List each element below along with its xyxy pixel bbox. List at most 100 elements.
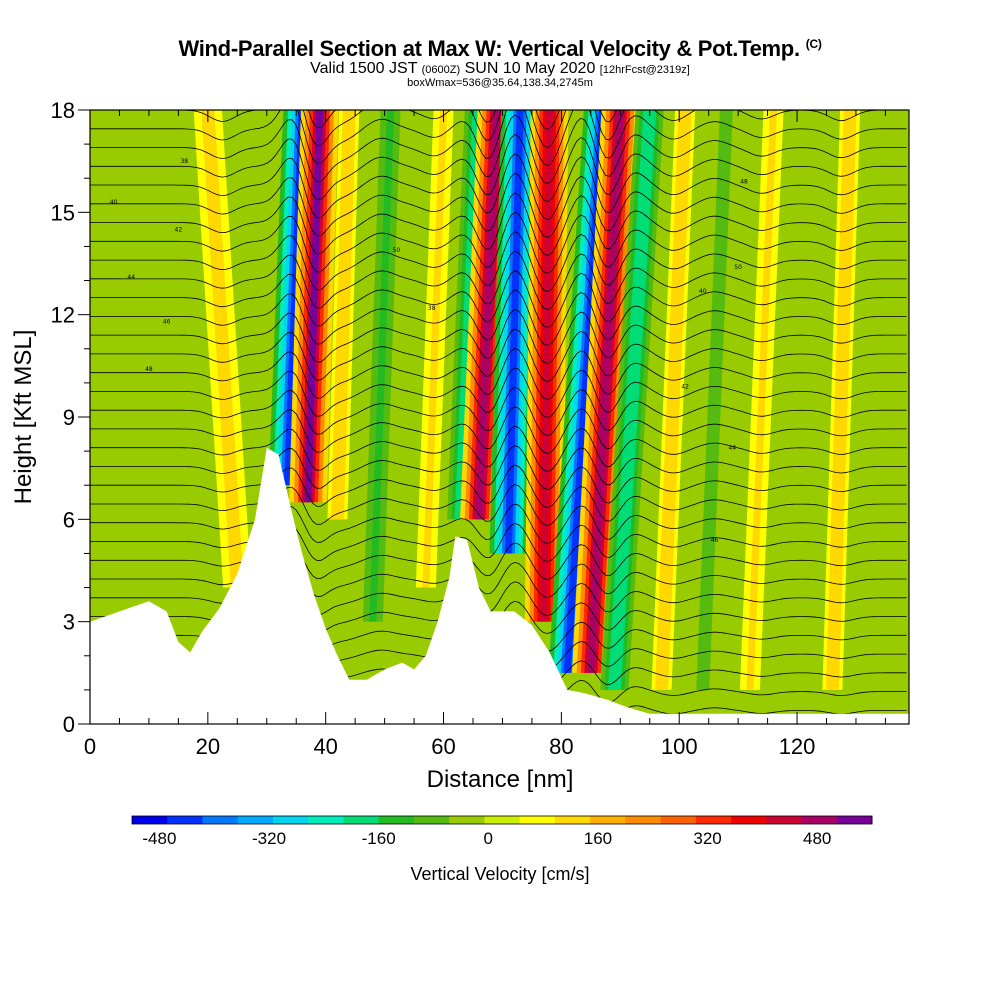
colorbar-tick-label: 480 bbox=[803, 829, 831, 848]
theta-contour bbox=[90, 153, 907, 221]
theta-contour bbox=[90, 192, 907, 257]
theta-contour bbox=[90, 110, 907, 167]
colorbar-swatch bbox=[343, 816, 380, 824]
theta-contour bbox=[90, 114, 907, 185]
colorbar-swatch bbox=[167, 816, 203, 824]
theta-contour bbox=[90, 406, 907, 455]
contour-label: 38 bbox=[428, 305, 436, 312]
x-tick-label: 40 bbox=[313, 734, 337, 759]
colorbar-swatch bbox=[731, 816, 767, 824]
y-tick-label: 3 bbox=[63, 610, 75, 635]
subtitle-valid: Valid 1500 JST bbox=[310, 60, 418, 77]
theta-contour bbox=[90, 231, 907, 293]
copyright-mark: (C) bbox=[805, 36, 822, 51]
colorbar-label: Vertical Velocity [cm/s] bbox=[410, 864, 590, 884]
colorbar-swatch bbox=[590, 816, 626, 824]
theta-contour bbox=[90, 133, 907, 203]
contour-label: 42 bbox=[681, 383, 689, 390]
x-tick-label: 120 bbox=[779, 734, 816, 759]
theta-contour bbox=[90, 250, 907, 311]
colorbar-tick-label: -160 bbox=[362, 829, 396, 848]
colorbar-swatch bbox=[695, 816, 732, 824]
subtitle-date: SUN 10 May 2020 bbox=[464, 60, 596, 77]
colorbar-swatch bbox=[272, 816, 309, 824]
theta-contour bbox=[90, 309, 907, 365]
theta-contour bbox=[90, 289, 907, 347]
colorbar-tick-label: 320 bbox=[693, 829, 721, 848]
colorbar-swatch bbox=[308, 816, 344, 824]
colorbar-swatch bbox=[660, 816, 697, 824]
colorbar-swatch bbox=[625, 816, 662, 824]
contour-label: 50 bbox=[393, 247, 401, 254]
colorbar-swatch bbox=[378, 816, 415, 824]
subtitle-utc: (0600Z) bbox=[421, 64, 461, 76]
x-tick-label: 20 bbox=[196, 734, 220, 759]
colorbar-tick-label: 160 bbox=[584, 829, 612, 848]
colorbar-tick-label: -480 bbox=[142, 829, 176, 848]
colorbar-swatch bbox=[413, 816, 450, 824]
colorbar-swatch bbox=[836, 816, 873, 824]
y-tick-label: 6 bbox=[63, 507, 75, 532]
contour-label: 40 bbox=[110, 199, 118, 206]
colorbar-tick-label: -320 bbox=[252, 829, 286, 848]
wave-band-15 bbox=[746, 110, 778, 690]
theta-contour bbox=[90, 328, 907, 383]
chart-title: Wind-Parallel Section at Max W: Vertical… bbox=[178, 36, 822, 61]
theta-contour bbox=[90, 367, 907, 419]
x-tick-label: 100 bbox=[661, 734, 698, 759]
wave-band-9 bbox=[540, 110, 554, 622]
theta-contour bbox=[90, 110, 907, 149]
subtitle-forecast: [12hrFcst@2319z] bbox=[599, 64, 690, 76]
contour-label: 48 bbox=[740, 179, 748, 186]
theta-contour bbox=[90, 542, 907, 580]
colorbar-swatch bbox=[449, 816, 485, 824]
chart-subtitle: Valid 1500 JST (0600Z) SUN 10 May 2020 [… bbox=[0, 60, 1000, 78]
x-tick-label: 0 bbox=[84, 734, 96, 759]
x-tick-label: 80 bbox=[549, 734, 573, 759]
colorbar-frame bbox=[131, 815, 873, 825]
contour-label: 40 bbox=[699, 288, 707, 295]
contour-label: 46 bbox=[163, 318, 171, 325]
colorbar-swatch bbox=[801, 816, 838, 824]
theta-contour bbox=[90, 347, 907, 401]
theta-contour bbox=[90, 270, 907, 329]
theta-contour bbox=[90, 425, 907, 473]
y-tick-label: 9 bbox=[63, 405, 75, 430]
contour-label: 44 bbox=[127, 274, 135, 281]
wave-band-16 bbox=[828, 110, 854, 690]
wave-band-3 bbox=[333, 110, 353, 520]
colorbar-swatch bbox=[484, 816, 521, 824]
terrain-profile bbox=[90, 447, 909, 724]
contour-label: 46 bbox=[711, 537, 719, 544]
contour-label: 48 bbox=[145, 366, 153, 373]
theta-contour bbox=[90, 464, 907, 509]
colorbar-swatch bbox=[202, 816, 239, 824]
contour-label: 42 bbox=[175, 226, 183, 233]
y-tick-label: 12 bbox=[51, 303, 75, 328]
y-axis-label: Height [Kft MSL] bbox=[10, 329, 37, 505]
x-tick-label: 60 bbox=[431, 734, 455, 759]
colorbar-tick-label: 0 bbox=[484, 829, 493, 848]
colorbar-swatch bbox=[766, 816, 803, 824]
y-tick-label: 18 bbox=[51, 98, 75, 123]
wave-band-7 bbox=[475, 110, 501, 520]
colorbar-swatch bbox=[132, 816, 168, 824]
wave-band-8 bbox=[504, 110, 524, 554]
contour-label: 38 bbox=[180, 158, 188, 165]
contour-label: 44 bbox=[728, 445, 736, 452]
wave-band-11 bbox=[587, 110, 624, 673]
theta-contour bbox=[90, 211, 907, 275]
theta-contour bbox=[90, 484, 907, 526]
colorbar-swatch bbox=[519, 816, 556, 824]
colorbar-swatch bbox=[554, 816, 591, 824]
theta-contour bbox=[90, 561, 907, 598]
theta-contour bbox=[90, 503, 907, 544]
contour-label: 50 bbox=[734, 264, 742, 271]
colorbar-swatch bbox=[237, 816, 274, 824]
y-tick-label: 0 bbox=[63, 712, 75, 737]
wave-band-13 bbox=[657, 110, 689, 690]
box-wmax-line: boxWmax=536@35.64,138.34,2745m bbox=[407, 77, 593, 89]
theta-contour bbox=[90, 386, 907, 437]
wave-band-2 bbox=[304, 110, 324, 503]
